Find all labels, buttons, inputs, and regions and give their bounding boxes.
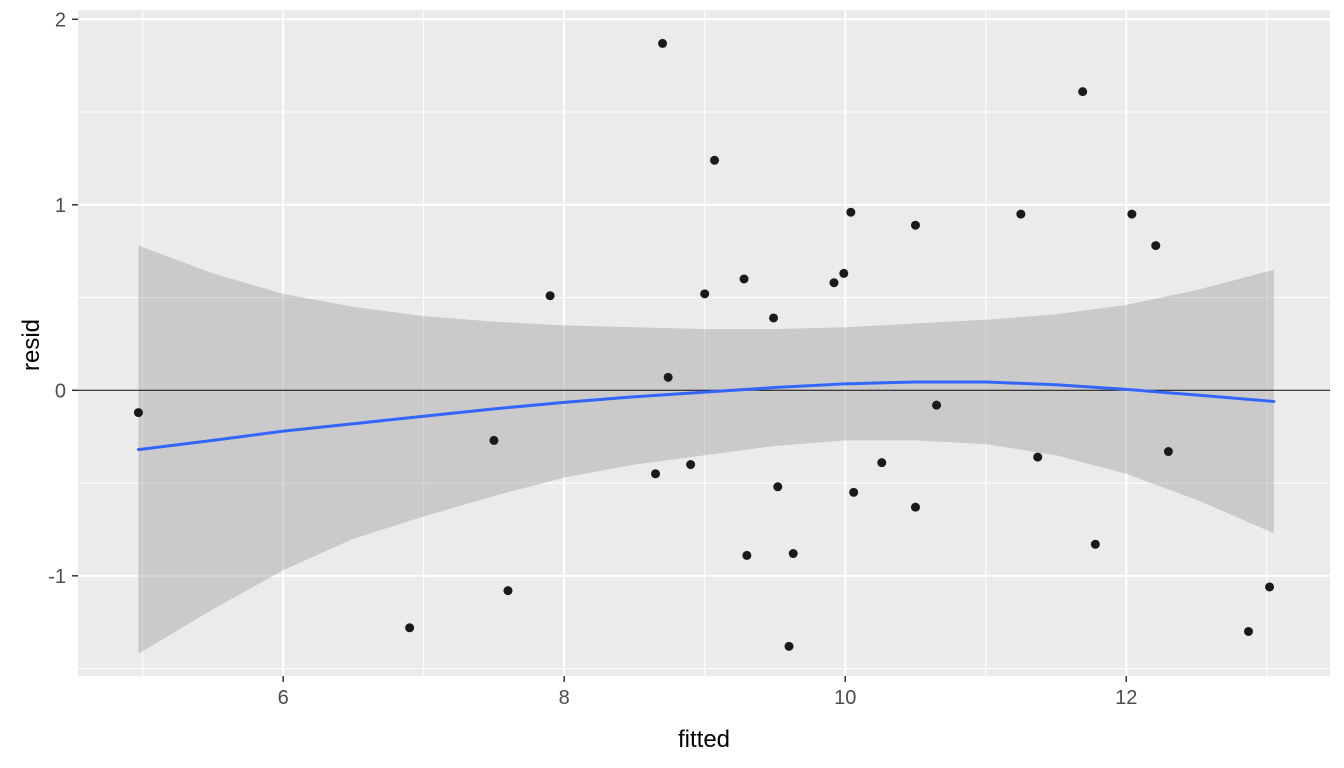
data-point	[651, 469, 661, 479]
data-point	[1151, 241, 1161, 251]
data-point	[133, 408, 143, 418]
data-point	[1016, 209, 1026, 219]
data-point	[829, 278, 839, 288]
y-axis-title: resid	[18, 318, 45, 372]
data-point	[784, 641, 794, 651]
data-point	[788, 549, 798, 559]
y-tick-label: 2	[55, 9, 66, 31]
data-point	[710, 155, 720, 165]
data-point	[686, 460, 696, 470]
data-point	[489, 435, 499, 445]
data-point	[1127, 209, 1137, 219]
data-point	[545, 291, 555, 301]
data-point	[405, 623, 415, 633]
confidence-ribbon	[138, 245, 1274, 654]
data-point	[773, 482, 783, 492]
data-point	[910, 220, 920, 230]
data-point	[932, 400, 942, 410]
data-point	[1090, 539, 1100, 549]
data-point	[839, 268, 849, 278]
data-point	[1033, 452, 1043, 462]
data-point	[846, 207, 856, 217]
data-point	[742, 550, 752, 560]
x-axis-title: fitted	[677, 726, 731, 753]
data-point	[739, 274, 749, 284]
data-point	[877, 458, 887, 468]
x-tick-label: 12	[1115, 687, 1137, 709]
x-tick-label: 10	[834, 687, 856, 709]
data-point	[910, 502, 920, 512]
x-tick-label: 6	[278, 687, 289, 709]
data-point	[769, 313, 779, 323]
data-point	[663, 372, 673, 382]
data-point	[1265, 582, 1275, 592]
y-tick-label: 1	[55, 195, 66, 217]
data-point	[700, 289, 710, 299]
x-tick-label: 8	[559, 687, 570, 709]
smooth-line	[136, 380, 1276, 452]
data-point	[849, 487, 859, 497]
data-point	[658, 38, 668, 48]
data-point	[1244, 626, 1254, 636]
plot-panel	[78, 10, 1330, 676]
data-point	[1163, 447, 1173, 457]
data-point	[503, 586, 513, 596]
y-tick-label: -1	[48, 566, 66, 588]
y-tick-label: 0	[55, 380, 66, 402]
data-point	[1078, 87, 1088, 97]
